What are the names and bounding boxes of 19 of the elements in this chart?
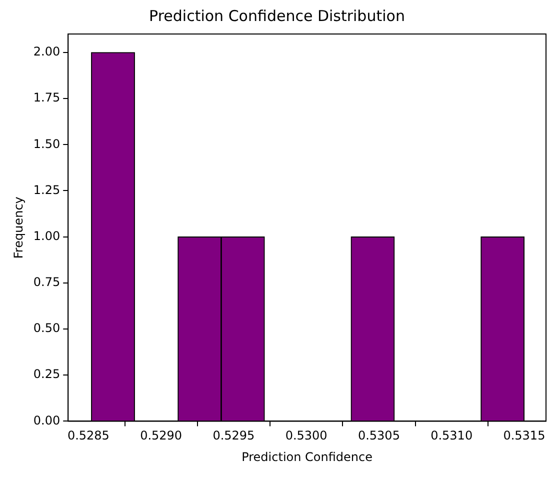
x-tick-label: 0.5305: [358, 428, 400, 443]
y-axis-title: Frequency: [11, 196, 26, 259]
y-tick-label: 1.00: [33, 228, 60, 243]
y-tick-label: 1.50: [33, 136, 60, 151]
y-tick-label: 0.25: [33, 367, 60, 382]
y-tick-label: 0.50: [33, 321, 60, 336]
y-tick-label: 1.25: [33, 182, 60, 197]
x-axis-title: Prediction Confidence: [242, 450, 373, 464]
y-tick-label: 2.00: [33, 44, 60, 59]
y-tick-label: 1.75: [33, 90, 60, 105]
y-tick-label: 0.00: [33, 413, 60, 428]
chart-title: Prediction Confidence Distribution: [149, 6, 405, 25]
x-tick-label: 0.5310: [430, 428, 473, 443]
x-tick-label: 0.5290: [140, 428, 182, 443]
x-tick-label: 0.5285: [67, 428, 110, 443]
x-tick-label: 0.5295: [212, 428, 255, 443]
y-tick-label: 0.75: [33, 275, 60, 290]
x-tick-label: 0.5315: [503, 428, 546, 443]
x-tick-label: 0.5300: [285, 428, 328, 443]
